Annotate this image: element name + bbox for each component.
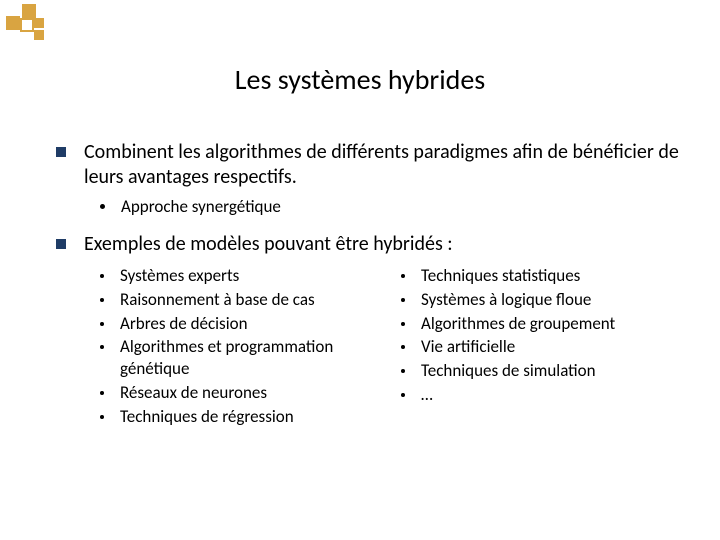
dot-bullet-icon xyxy=(401,298,405,302)
bullet-level2: Approche synergétique xyxy=(100,196,680,218)
list-item-text: Raisonnement à base de cas xyxy=(120,289,315,311)
list-item: Techniques statistiques xyxy=(401,265,680,287)
list-item-text: Vie artificielle xyxy=(421,336,515,358)
square-bullet-icon xyxy=(56,147,66,157)
list-item-text: Systèmes experts xyxy=(120,265,239,287)
list-item-text: Algorithmes et programmation génétique xyxy=(120,336,379,380)
list-item: Raisonnement à base de cas xyxy=(100,289,379,311)
dot-bullet-icon xyxy=(401,345,405,349)
list-item: Systèmes à logique floue xyxy=(401,289,680,311)
column-right: Techniques statistiques Systèmes à logiq… xyxy=(401,265,680,429)
bullet-text: Approche synergétique xyxy=(121,196,281,218)
list-item: … xyxy=(401,384,680,406)
list-item: Techniques de simulation xyxy=(401,360,680,382)
deco-square xyxy=(6,16,20,30)
list-item-text: Arbres de décision xyxy=(120,313,248,335)
deco-square xyxy=(34,18,44,28)
list-item-text: Techniques de régression xyxy=(120,406,294,428)
list-item: Réseaux de neurones xyxy=(100,382,379,404)
list-item-text: Algorithmes de groupement xyxy=(421,313,615,335)
list-item: Algorithmes de groupement xyxy=(401,313,680,335)
dot-bullet-icon xyxy=(100,322,104,326)
list-item: Algorithmes et programmation génétique xyxy=(100,336,379,380)
dot-bullet-icon xyxy=(100,274,104,278)
dot-bullet-icon xyxy=(100,391,104,395)
square-bullet-icon xyxy=(56,239,66,249)
dot-bullet-icon xyxy=(100,415,104,419)
dot-bullet-icon xyxy=(100,204,105,209)
bullet-level1: Combinent les algorithmes de différents … xyxy=(56,140,680,190)
list-item-text: Systèmes à logique floue xyxy=(421,289,591,311)
column-left: Systèmes experts Raisonnement à base de … xyxy=(100,265,379,429)
list-item: Systèmes experts xyxy=(100,265,379,287)
list-item-text: … xyxy=(421,384,433,406)
list-item: Vie artificielle xyxy=(401,336,680,358)
bullet-text: Exemples de modèles pouvant être hybridé… xyxy=(84,232,453,257)
two-column-list: Systèmes experts Raisonnement à base de … xyxy=(100,265,680,429)
bullet-level1: Exemples de modèles pouvant être hybridé… xyxy=(56,232,680,257)
bullet-text: Combinent les algorithmes de différents … xyxy=(84,140,680,190)
dot-bullet-icon xyxy=(100,298,104,302)
dot-bullet-icon xyxy=(401,274,405,278)
slide-title: Les systèmes hybrides xyxy=(0,62,720,97)
list-item: Techniques de régression xyxy=(100,406,379,428)
slide-content: Combinent les algorithmes de différents … xyxy=(56,140,680,429)
list-item-text: Techniques de simulation xyxy=(421,360,596,382)
list-item-text: Techniques statistiques xyxy=(421,265,580,287)
slide: Les systèmes hybrides Combinent les algo… xyxy=(0,0,720,540)
dot-bullet-icon xyxy=(401,369,405,373)
list-item: Arbres de décision xyxy=(100,313,379,335)
deco-square xyxy=(34,30,44,40)
dot-bullet-icon xyxy=(401,393,405,397)
list-item-text: Réseaux de neurones xyxy=(120,382,267,404)
deco-square-outline xyxy=(20,18,34,32)
dot-bullet-icon xyxy=(100,345,104,349)
deco-square xyxy=(22,4,36,18)
dot-bullet-icon xyxy=(401,322,405,326)
